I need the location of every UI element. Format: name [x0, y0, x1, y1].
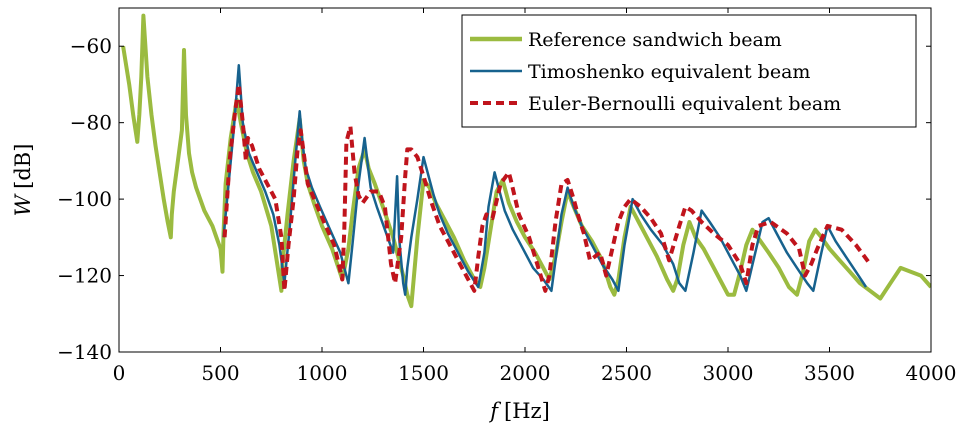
- y-axis-label: W[dB]: [11, 144, 35, 217]
- x-tick-label: 4000: [906, 361, 957, 385]
- y-tick-label: −100: [57, 187, 112, 211]
- x-tick-label: 2500: [601, 361, 652, 385]
- x-tick-label: 3500: [804, 361, 855, 385]
- legend: Reference sandwich beam Timoshenko equiv…: [461, 14, 917, 128]
- ticks-layer: 0 500 1000 1500 2000 2500 3000 3500 4000 −60 −80 −1…: [57, 8, 956, 385]
- x-tick-label: 0: [113, 361, 126, 385]
- legend-label-timoshenko: Timoshenko equivalent beam: [528, 61, 810, 83]
- x-axis-label: f [Hz]: [488, 399, 550, 423]
- legend-label-reference: Reference sandwich beam: [528, 29, 782, 51]
- x-tick-label: 3000: [703, 361, 754, 385]
- y-tick-label: −60: [70, 34, 112, 58]
- series-euler-bernoulli: [222, 82, 872, 293]
- x-tick-label: 2000: [500, 361, 551, 385]
- series-layer: [121, 13, 931, 309]
- x-tick-label: 500: [201, 361, 239, 385]
- legend-box: [461, 14, 917, 128]
- y-tick-label: −80: [70, 111, 112, 135]
- x-tick-label: 1500: [398, 361, 449, 385]
- legend-label-euler-bernoulli: Euler-Bernoulli equivalent beam: [528, 93, 841, 115]
- y-tick-label: −140: [57, 340, 112, 364]
- x-tick-label: 1000: [297, 361, 348, 385]
- y-tick-label: −120: [57, 264, 112, 288]
